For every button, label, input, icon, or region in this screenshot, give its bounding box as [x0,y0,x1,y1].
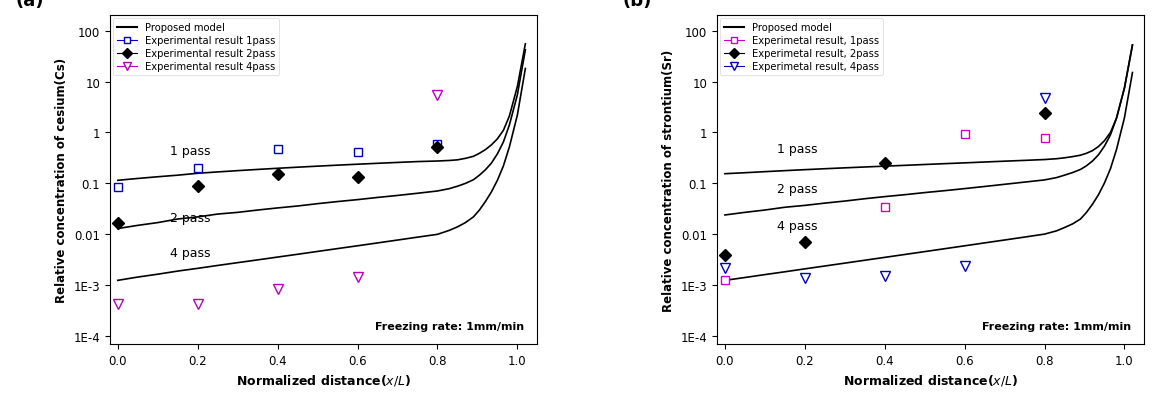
Text: 4 pass: 4 pass [777,219,817,232]
Y-axis label: Relative concentration of cesium(Cs): Relative concentration of cesium(Cs) [54,58,68,303]
Text: 1 pass: 1 pass [777,142,817,155]
Text: Freezing rate: 1mm/min: Freezing rate: 1mm/min [983,321,1132,331]
Text: 2 pass: 2 pass [170,212,210,225]
Legend: Proposed model, Experimetal result, 1pass, Experimetal result, 2pass, Experimeta: Proposed model, Experimetal result, 1pas… [720,19,883,76]
Text: 1 pass: 1 pass [170,145,210,158]
Text: (b): (b) [623,0,652,10]
Text: 2 pass: 2 pass [777,183,817,196]
Text: Freezing rate: 1mm/min: Freezing rate: 1mm/min [376,321,525,331]
Legend: Proposed model, Experimental result 1pass, Experimental result 2pass, Experiment: Proposed model, Experimental result 1pas… [113,19,280,76]
X-axis label: Normalized distance($x/L$): Normalized distance($x/L$) [236,373,412,388]
Text: 4 pass: 4 pass [170,246,210,259]
X-axis label: Normalized distance($x/L$): Normalized distance($x/L$) [843,373,1018,388]
Text: (a): (a) [16,0,44,10]
Y-axis label: Relative concentration of strontium(Sr): Relative concentration of strontium(Sr) [662,49,675,311]
